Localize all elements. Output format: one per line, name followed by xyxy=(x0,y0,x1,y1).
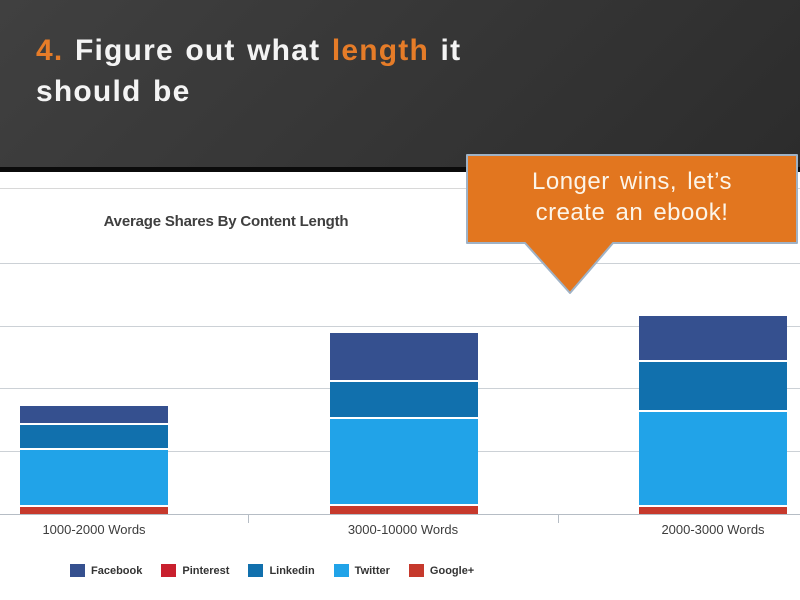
bar-segment-linkedin xyxy=(20,423,168,449)
header-divider xyxy=(0,167,800,172)
callout-line2: create an ebook! xyxy=(535,199,729,226)
legend-label: Twitter xyxy=(354,564,390,577)
legend-item-pinterest: Pinterest xyxy=(161,564,229,577)
legend-label: Facebook xyxy=(91,564,143,577)
callout-line1: Longer wins, let’s xyxy=(532,168,732,195)
legend-label: Linkedin xyxy=(269,564,315,577)
bar-segment-twitter xyxy=(639,409,787,505)
legend-item-google: Google+ xyxy=(408,564,475,577)
bar-segment-google xyxy=(639,504,787,514)
bar-1000-2000-words xyxy=(20,406,168,514)
legend-swatch xyxy=(248,564,264,577)
legend-swatch xyxy=(333,564,349,577)
gridline xyxy=(0,263,800,264)
slide-title-line2: should be xyxy=(36,75,191,108)
title-pre: Figure out what xyxy=(74,34,332,67)
legend-swatch xyxy=(70,564,85,577)
bar-segment-twitter xyxy=(330,416,478,504)
legend-swatch xyxy=(408,564,424,577)
gridline xyxy=(0,326,800,327)
category-label: 1000-2000 Words xyxy=(42,522,146,537)
callout-text: Longer wins, let’s create an ebook! xyxy=(466,166,798,228)
axis-tick xyxy=(558,514,559,523)
axis-tick xyxy=(248,514,249,523)
bar-segment-google xyxy=(20,504,168,514)
chart-title: Average Shares By Content Length xyxy=(103,213,349,230)
bar-segment-linkedin xyxy=(639,359,787,410)
bar-segment-facebook xyxy=(20,406,168,423)
callout-shape xyxy=(466,154,798,294)
chart-legend: Facebook Pinterest Linkedin Twitter Google+ xyxy=(70,564,474,577)
title-post: it xyxy=(429,34,462,67)
legend-item-twitter: Twitter xyxy=(333,564,390,577)
bar-segment-google xyxy=(330,503,478,514)
category-label: 2000-3000 Words xyxy=(661,522,765,537)
slide-title: 4. Figure out what length it should be xyxy=(36,30,656,112)
legend-label: Google+ xyxy=(429,564,475,577)
bar-3000-10000-words xyxy=(330,332,478,515)
legend-item-linkedin: Linkedin xyxy=(248,564,315,577)
bar-segment-linkedin xyxy=(330,379,478,417)
chart-top-border xyxy=(0,188,800,189)
bar-segment-facebook xyxy=(639,316,787,360)
category-label: 3000-10000 Words xyxy=(347,522,459,537)
slide-header: 4. Figure out what length it should be xyxy=(0,0,800,167)
callout-bubble: Longer wins, let’s create an ebook! xyxy=(466,154,798,296)
bar-segment-twitter xyxy=(20,448,168,505)
legend-label: Pinterest xyxy=(182,564,230,577)
legend-item-facebook: Facebook xyxy=(70,564,142,577)
x-axis-line xyxy=(0,514,800,515)
title-highlight: length xyxy=(331,34,430,67)
bar-2000-3000-words xyxy=(639,316,787,514)
legend-swatch xyxy=(161,564,177,577)
slide-title-line1: 4. Figure out what length it xyxy=(36,30,656,71)
title-number: 4. xyxy=(36,34,75,67)
bar-segment-facebook xyxy=(330,332,478,380)
